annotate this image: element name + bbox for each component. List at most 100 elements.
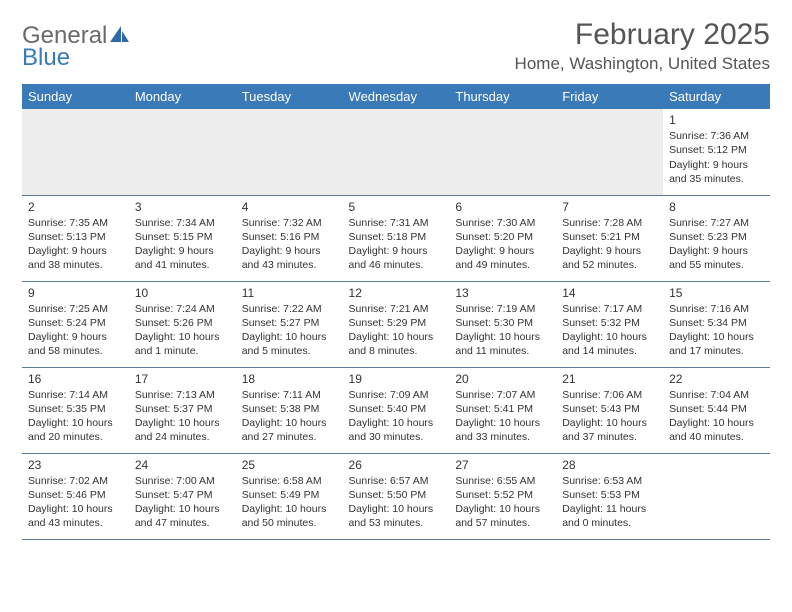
day-info-line: Daylight: 11 hours — [562, 502, 657, 516]
calendar-table: Sunday Monday Tuesday Wednesday Thursday… — [22, 84, 770, 540]
day-info-line: and 27 minutes. — [242, 430, 337, 444]
day-info-line: Sunrise: 7:24 AM — [135, 302, 230, 316]
day-info-line: Sunset: 5:37 PM — [135, 402, 230, 416]
day-info-line: Sunset: 5:44 PM — [669, 402, 764, 416]
day-cell — [343, 109, 450, 195]
day-info-line: Sunrise: 7:27 AM — [669, 216, 764, 230]
day-number: 7 — [562, 199, 657, 215]
day-cell: 19Sunrise: 7:09 AMSunset: 5:40 PMDayligh… — [343, 367, 450, 453]
day-number: 19 — [349, 371, 444, 387]
day-info-line: Sunset: 5:27 PM — [242, 316, 337, 330]
day-header: Saturday — [663, 84, 770, 109]
day-cell: 3Sunrise: 7:34 AMSunset: 5:15 PMDaylight… — [129, 195, 236, 281]
day-info-line: Sunset: 5:52 PM — [455, 488, 550, 502]
day-info-line: and 49 minutes. — [455, 258, 550, 272]
day-number: 22 — [669, 371, 764, 387]
day-info-line: Sunrise: 6:58 AM — [242, 474, 337, 488]
day-info-line: and 33 minutes. — [455, 430, 550, 444]
day-number: 1 — [669, 112, 764, 128]
day-info-line: Daylight: 10 hours — [349, 330, 444, 344]
day-header: Monday — [129, 84, 236, 109]
day-cell — [556, 109, 663, 195]
day-info-line: Daylight: 10 hours — [28, 502, 123, 516]
day-header: Tuesday — [236, 84, 343, 109]
day-info-line: Sunset: 5:16 PM — [242, 230, 337, 244]
day-info-line: Sunrise: 7:21 AM — [349, 302, 444, 316]
day-info-line: and 40 minutes. — [669, 430, 764, 444]
week-row: 16Sunrise: 7:14 AMSunset: 5:35 PM Dayligh… — [22, 367, 770, 453]
day-info-line: Sunrise: 6:57 AM — [349, 474, 444, 488]
day-cell: 10Sunrise: 7:24 AMSunset: 5:26 PMDayligh… — [129, 281, 236, 367]
day-info-line: Daylight: 9 hours — [349, 244, 444, 258]
day-info-line: and 38 minutes. — [28, 258, 123, 272]
logo-word-2: Blue — [22, 44, 70, 71]
day-info-line: Daylight: 10 hours — [135, 416, 230, 430]
day-info-line: Daylight: 9 hours — [135, 244, 230, 258]
day-number: 28 — [562, 457, 657, 473]
day-info-line: Daylight: 10 hours — [669, 416, 764, 430]
day-cell — [129, 109, 236, 195]
sail-icon — [109, 30, 131, 47]
day-cell: 26Sunrise: 6:57 AMSunset: 5:50 PMDayligh… — [343, 453, 450, 539]
day-info-line: Sunset: 5:20 PM — [455, 230, 550, 244]
day-info-line: Daylight: 10 hours — [349, 416, 444, 430]
day-info-line: Sunrise: 7:25 AM — [28, 302, 123, 316]
day-info-line: Sunset: 5:12 PM — [669, 143, 764, 157]
day-info-line: Daylight: 10 hours — [349, 502, 444, 516]
logo-text: General Blue — [22, 22, 131, 72]
day-info-line: and 46 minutes. — [349, 258, 444, 272]
day-header-row: Sunday Monday Tuesday Wednesday Thursday… — [22, 84, 770, 109]
day-info-line: Sunrise: 7:14 AM — [28, 388, 123, 402]
day-info-line: Daylight: 10 hours — [135, 330, 230, 344]
day-info-line: Sunrise: 7:09 AM — [349, 388, 444, 402]
day-info-line: and 53 minutes. — [349, 516, 444, 530]
day-info-line: and 47 minutes. — [135, 516, 230, 530]
location-label: Home, Washington, United States — [515, 54, 770, 74]
day-info-line: Sunrise: 7:19 AM — [455, 302, 550, 316]
day-info-line: and 14 minutes. — [562, 344, 657, 358]
day-number: 16 — [28, 371, 123, 387]
day-info-line: Sunrise: 6:55 AM — [455, 474, 550, 488]
day-info-line: Daylight: 9 hours — [455, 244, 550, 258]
day-info-line: Sunrise: 7:30 AM — [455, 216, 550, 230]
day-number: 5 — [349, 199, 444, 215]
day-info-line: Sunrise: 7:06 AM — [562, 388, 657, 402]
day-number: 21 — [562, 371, 657, 387]
day-cell — [663, 453, 770, 539]
day-cell: 6Sunrise: 7:30 AMSunset: 5:20 PMDaylight… — [449, 195, 556, 281]
day-number: 12 — [349, 285, 444, 301]
day-info-line: Daylight: 9 hours — [242, 244, 337, 258]
day-info-line: Sunrise: 7:35 AM — [28, 216, 123, 230]
day-info-line: Daylight: 9 hours — [28, 330, 123, 344]
day-cell: 28Sunrise: 6:53 AMSunset: 5:53 PMDayligh… — [556, 453, 663, 539]
day-cell: 15Sunrise: 7:16 AMSunset: 5:34 PMDayligh… — [663, 281, 770, 367]
day-info-line: Sunset: 5:21 PM — [562, 230, 657, 244]
day-cell: 11Sunrise: 7:22 AMSunset: 5:27 PMDayligh… — [236, 281, 343, 367]
day-info-line: and 24 minutes. — [135, 430, 230, 444]
page-header: General Blue February 2025 Home, Washing… — [22, 18, 770, 74]
day-info-line: Daylight: 9 hours — [562, 244, 657, 258]
day-info-line: Daylight: 10 hours — [242, 502, 337, 516]
day-info-line: Sunset: 5:18 PM — [349, 230, 444, 244]
day-info-line: Daylight: 10 hours — [242, 330, 337, 344]
day-info-line: Sunset: 5:46 PM — [28, 488, 123, 502]
day-number: 24 — [135, 457, 230, 473]
day-info-line: Sunset: 5:49 PM — [242, 488, 337, 502]
day-info-line: Sunrise: 7:34 AM — [135, 216, 230, 230]
day-cell: 21Sunrise: 7:06 AMSunset: 5:43 PMDayligh… — [556, 367, 663, 453]
day-info-line: Sunrise: 7:31 AM — [349, 216, 444, 230]
day-cell: 8Sunrise: 7:27 AMSunset: 5:23 PMDaylight… — [663, 195, 770, 281]
day-cell: 12Sunrise: 7:21 AMSunset: 5:29 PMDayligh… — [343, 281, 450, 367]
day-cell: 5Sunrise: 7:31 AMSunset: 5:18 PMDaylight… — [343, 195, 450, 281]
day-info-line: and 30 minutes. — [349, 430, 444, 444]
day-cell: 27Sunrise: 6:55 AMSunset: 5:52 PMDayligh… — [449, 453, 556, 539]
week-row: 23Sunrise: 7:02 AMSunset: 5:46 PMDayligh… — [22, 453, 770, 539]
day-header: Wednesday — [343, 84, 450, 109]
day-info-line: Sunrise: 7:00 AM — [135, 474, 230, 488]
day-cell — [22, 109, 129, 195]
day-cell: 4Sunrise: 7:32 AMSunset: 5:16 PMDaylight… — [236, 195, 343, 281]
week-row: 1Sunrise: 7:36 AMSunset: 5:12 PMDaylight… — [22, 109, 770, 195]
day-number: 27 — [455, 457, 550, 473]
day-number: 6 — [455, 199, 550, 215]
day-info-line: Sunset: 5:35 PM — [28, 402, 123, 416]
